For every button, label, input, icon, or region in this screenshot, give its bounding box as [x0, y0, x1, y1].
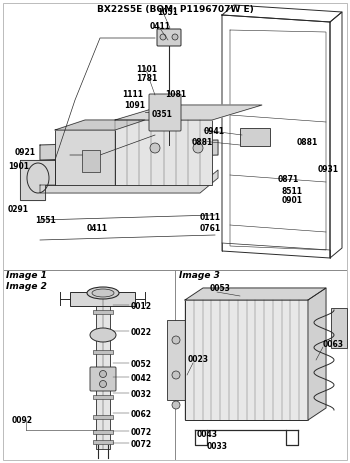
Text: 0072: 0072 [131, 428, 152, 437]
Text: 0042: 0042 [131, 374, 152, 383]
Bar [93, 430, 113, 434]
Ellipse shape [90, 328, 116, 342]
Polygon shape [330, 12, 342, 258]
Text: 0881: 0881 [297, 138, 318, 147]
Polygon shape [185, 288, 326, 300]
FancyBboxPatch shape [149, 94, 181, 131]
Text: 0901: 0901 [282, 196, 303, 205]
Polygon shape [20, 160, 55, 200]
Text: 0761: 0761 [200, 224, 221, 233]
Polygon shape [40, 170, 218, 193]
Bar [93, 310, 113, 314]
Polygon shape [308, 288, 326, 420]
Polygon shape [40, 140, 218, 160]
Bar [96, 299, 110, 449]
Text: 0033: 0033 [207, 442, 228, 451]
Text: 0063: 0063 [323, 340, 344, 349]
Text: 0022: 0022 [131, 328, 152, 337]
Bar [240, 128, 270, 146]
Text: Image 1: Image 1 [6, 271, 47, 280]
Circle shape [172, 401, 180, 409]
Text: 0023: 0023 [188, 355, 209, 364]
Text: 1091: 1091 [124, 101, 145, 110]
Bar [93, 440, 113, 444]
Text: 0411: 0411 [150, 22, 171, 31]
Text: Image 3: Image 3 [179, 271, 220, 280]
Text: 0043: 0043 [197, 430, 218, 439]
Text: 0871: 0871 [278, 175, 299, 184]
Circle shape [160, 34, 166, 40]
Text: 0062: 0062 [131, 410, 152, 419]
Circle shape [193, 143, 203, 153]
Text: 1111: 1111 [122, 90, 143, 99]
Text: 0411: 0411 [87, 224, 108, 233]
Text: 8511: 8511 [282, 187, 303, 196]
Text: 1551: 1551 [35, 216, 56, 225]
Polygon shape [222, 5, 342, 22]
Text: 1101: 1101 [136, 65, 157, 74]
Text: 0092: 0092 [12, 416, 33, 425]
Text: 0881: 0881 [192, 138, 213, 147]
Text: 0111: 0111 [200, 213, 221, 222]
Bar [93, 415, 113, 419]
Text: 0032: 0032 [131, 390, 152, 399]
Text: 0052: 0052 [131, 360, 152, 369]
Text: 0921: 0921 [15, 148, 36, 157]
Bar [82, 150, 100, 172]
Circle shape [150, 143, 160, 153]
Text: 0931: 0931 [318, 165, 339, 174]
Text: 0291: 0291 [8, 205, 29, 214]
Bar [93, 350, 113, 354]
Text: 0351: 0351 [152, 110, 173, 119]
Text: 0941: 0941 [204, 127, 225, 136]
Polygon shape [115, 105, 262, 120]
Circle shape [172, 336, 180, 344]
Bar [185, 300, 308, 420]
Bar [167, 320, 185, 400]
Bar [93, 395, 113, 399]
Circle shape [172, 371, 180, 379]
Text: 1051: 1051 [157, 8, 178, 17]
Text: Image 2: Image 2 [6, 282, 47, 291]
Text: 1781: 1781 [136, 74, 157, 83]
Circle shape [99, 381, 106, 388]
Bar [70, 292, 135, 306]
Polygon shape [55, 120, 145, 130]
Text: 1081: 1081 [165, 90, 186, 99]
Bar [331, 308, 347, 348]
Circle shape [172, 34, 178, 40]
Text: 0072: 0072 [131, 440, 152, 449]
FancyBboxPatch shape [90, 367, 116, 391]
Text: 0012: 0012 [131, 302, 152, 311]
Ellipse shape [87, 287, 119, 299]
Text: 1901: 1901 [8, 162, 29, 171]
Text: BX22S5E (BOM: P1196707W E): BX22S5E (BOM: P1196707W E) [97, 5, 253, 14]
Circle shape [99, 370, 106, 377]
Text: 0053: 0053 [210, 284, 231, 293]
Ellipse shape [92, 289, 114, 297]
Bar [115, 120, 212, 185]
FancyBboxPatch shape [157, 29, 181, 46]
Bar [55, 130, 115, 185]
